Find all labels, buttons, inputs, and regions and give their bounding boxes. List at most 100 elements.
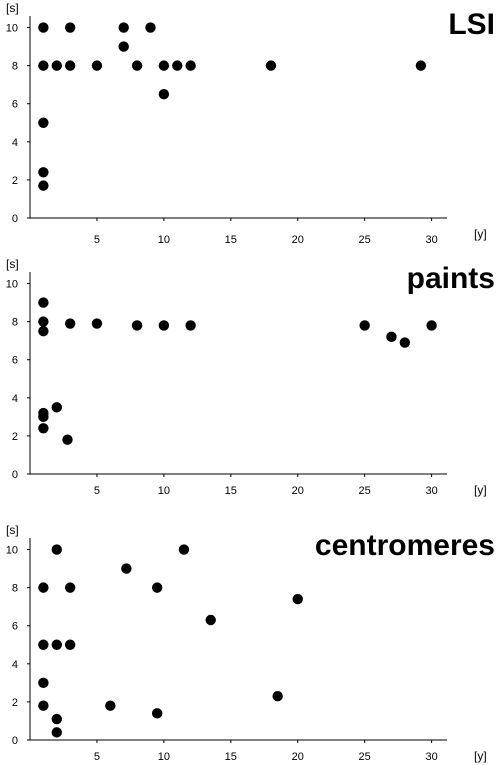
panel-title: paints <box>407 262 495 295</box>
chart-panel-2: 0 2 4 6 8 10 5 10 15 20 25 30 [s] [y] paints <box>6 257 495 497</box>
data-point <box>426 320 437 331</box>
x-axis-unit-label: [y] <box>474 483 487 497</box>
data-point <box>38 60 49 71</box>
y-tick-label: 4 <box>12 137 18 149</box>
x-tick-label: 20 <box>292 485 304 497</box>
y-tick-label: 8 <box>12 583 18 595</box>
data-point <box>51 639 62 650</box>
data-point <box>91 318 103 329</box>
y-axis-unit-label: [s] <box>6 523 19 537</box>
x-tick-label: 5 <box>94 485 100 497</box>
x-tick-label: 10 <box>158 751 170 763</box>
data-point <box>158 88 170 100</box>
y-tick-label: 6 <box>12 99 18 111</box>
data-point <box>38 582 49 593</box>
data-point <box>38 167 49 178</box>
x-tick-label: 10 <box>158 234 170 246</box>
x-tick-label: 15 <box>225 485 237 497</box>
x-axis-unit-label: [y] <box>474 227 487 241</box>
data-point <box>185 320 196 331</box>
y-tick-label: 2 <box>12 431 18 443</box>
x-tick-label: 25 <box>359 234 371 246</box>
y-tick-label: 2 <box>12 697 18 709</box>
data-point <box>38 423 49 434</box>
y-tick-label: 6 <box>12 355 18 367</box>
data-point <box>151 582 163 593</box>
data-point <box>91 60 103 71</box>
data-point <box>158 320 170 331</box>
data-point <box>205 614 216 626</box>
panel-title: centromeres <box>315 529 495 562</box>
data-point <box>64 60 76 71</box>
data-point <box>38 117 49 128</box>
y-tick-label: 10 <box>6 23 18 35</box>
chart-panel-3: 0 2 4 6 8 10 5 10 15 20 25 30 [s] [y] centromeres <box>6 523 495 763</box>
y-tick-label: 0 <box>12 735 18 747</box>
data-point <box>38 639 49 650</box>
data-point <box>38 677 49 689</box>
x-tick-label: 5 <box>94 751 100 763</box>
data-point <box>386 331 397 343</box>
data-point <box>158 60 170 71</box>
y-tick-label: 4 <box>12 393 18 405</box>
data-point <box>359 320 370 331</box>
data-point <box>415 60 427 71</box>
x-tick-label: 30 <box>425 234 437 246</box>
data-point <box>121 563 132 574</box>
data-point <box>265 60 277 71</box>
data-point <box>38 180 49 191</box>
y-tick-label: 10 <box>6 545 18 557</box>
x-tick-label: 15 <box>225 234 237 246</box>
data-point <box>38 700 49 711</box>
y-axis-unit-label: [s] <box>6 257 19 271</box>
panel-title: LSI <box>448 8 495 41</box>
x-tick-label: 30 <box>425 485 437 497</box>
y-tick-label: 0 <box>12 213 18 225</box>
data-point <box>38 297 49 308</box>
data-point <box>38 316 49 327</box>
y-tick-label: 6 <box>12 621 18 633</box>
data-point <box>105 700 116 711</box>
y-axis-unit-label: [s] <box>6 1 19 15</box>
data-point <box>185 60 196 71</box>
data-point <box>51 60 62 71</box>
data-point <box>145 22 156 33</box>
data-point <box>64 639 76 650</box>
data-point <box>118 22 129 33</box>
data-point <box>131 320 143 331</box>
data-point <box>131 60 143 71</box>
y-tick-label: 8 <box>12 61 18 73</box>
data-point <box>399 337 411 348</box>
x-tick-label: 30 <box>425 751 437 763</box>
data-point <box>118 41 129 52</box>
x-tick-label: 15 <box>225 751 237 763</box>
x-tick-label: 10 <box>158 485 170 497</box>
data-point <box>64 22 76 33</box>
x-tick-label: 25 <box>359 751 371 763</box>
y-tick-label: 4 <box>12 659 18 671</box>
x-axis-unit-label: [y] <box>474 749 487 763</box>
x-tick-label: 5 <box>94 234 100 246</box>
y-tick-label: 0 <box>12 469 18 481</box>
data-point <box>51 402 62 413</box>
data-point <box>64 582 76 593</box>
chart-panel-1: 0 2 4 6 8 10 5 10 15 20 25 30 [s] [y] LSI <box>6 1 495 246</box>
data-point <box>38 411 49 423</box>
data-point <box>172 60 183 71</box>
data-point <box>178 544 190 555</box>
data-point <box>38 22 49 33</box>
x-tick-label: 25 <box>359 485 371 497</box>
y-tick-label: 8 <box>12 317 18 329</box>
data-point <box>151 708 163 719</box>
data-point <box>64 318 76 329</box>
data-point <box>51 727 62 738</box>
y-tick-label: 2 <box>12 175 18 187</box>
data-point <box>51 544 62 555</box>
x-tick-label: 20 <box>292 751 304 763</box>
data-point <box>38 325 49 337</box>
data-point <box>62 434 73 445</box>
data-point <box>292 593 303 605</box>
data-point <box>51 713 62 725</box>
y-tick-label: 10 <box>6 279 18 291</box>
